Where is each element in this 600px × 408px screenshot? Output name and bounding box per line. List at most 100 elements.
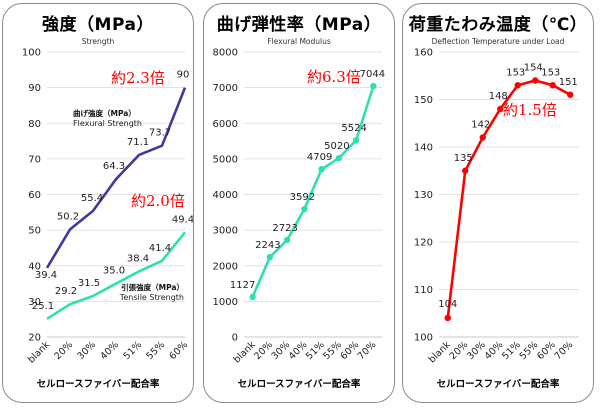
data-point [370,82,377,90]
improvement-annotation: 約2.0倍 [131,192,185,210]
x-tick-label: 30% [270,339,293,362]
y-axis: 20 30 40 50 60 70 80 90 100 [22,48,185,344]
x-axis-title: セルロースファイバー配合率 [237,379,361,390]
flexural-modulus-chart-panel: 曲げ弾性率（MPa） Flexural Modulus 0 1000 2000 300… [203,3,395,403]
y-tick-label: 90 [28,83,41,94]
y-tick-label: 110 [414,285,433,296]
legend-label-ja: 引張強度（MPa） [121,282,184,292]
x-tick-label: 20% [252,339,275,362]
data-label: 148 [489,91,508,102]
data-label: 38.4 [127,253,149,264]
data-label: 39.4 [35,270,57,281]
x-tick-label: 70% [553,339,576,362]
strength-chart-panel: 強度（MPa） Strength 20 30 40 50 60 70 80 90 100 blan… [2,3,194,403]
data-label: 55.4 [81,193,103,204]
data-label: 90 [177,70,190,81]
x-tick-label: 40% [483,339,506,362]
data-label: 135 [454,153,473,164]
y-tick-label: 40 [28,261,41,272]
data-point [514,82,521,89]
y-tick-label: 5000 [213,154,238,165]
y-tick-label: 160 [414,48,433,59]
series-line [45,87,187,269]
y-tick-label: 50 [28,226,41,237]
y-tick-label: 30 [28,297,41,308]
data-point [462,167,469,174]
data-label: 35.0 [103,266,125,277]
y-tick-label: 100 [414,333,433,344]
data-label: 50.2 [57,211,79,222]
data-label: 31.5 [78,278,100,289]
data-point [479,134,486,141]
data-point [567,91,574,98]
legend-label-en: Flexural Strength [73,119,142,128]
data-label: 71.1 [127,137,149,148]
data-point [249,293,256,301]
data-label: 7044 [360,69,385,80]
chart-title: 曲げ弾性率（MPa） [216,15,382,35]
data-point [318,166,325,173]
x-tick-label: 51% [121,339,144,362]
series-0: 39.4 50.255.4 64.3 71.173.7 90 [35,70,190,281]
y-tick-label: 7000 [213,83,238,94]
y-axis: 100 110 120 130 140 150 160 [414,48,579,344]
x-tick-label: 51% [304,339,327,362]
data-point [335,154,343,162]
deflection-temperature-chart-panel: 荷重たわみ温度（℃） Deflection Temperature under … [402,3,594,403]
data-label: 2243 [255,240,280,251]
legend-label-ja: 曲げ強度（MPa） [73,108,136,118]
data-point [283,236,291,244]
x-tick-label: 55% [321,339,344,362]
data-label: 64.3 [103,161,125,172]
y-tick-label: 100 [22,48,41,59]
y-tick-label: 20 [28,333,41,344]
y-tick-label: 70 [28,154,41,165]
x-tick-label: 55% [144,339,167,362]
chart-title: 強度（MPa） [42,15,154,35]
data-label: 154 [524,63,543,74]
series-line [251,85,375,298]
data-label: 5524 [341,123,366,134]
data-point [497,105,504,113]
y-tick-label: 4000 [213,190,238,201]
series-name-label: 曲げ強度（MPa）Flexural Strength [73,108,142,128]
x-tick-label: 20% [52,339,75,362]
x-tick-label: 60% [535,339,558,362]
data-point [301,205,308,213]
chart-subtitle: Flexural Modulus [267,37,331,46]
improvement-annotation: 約1.5倍 [503,101,557,119]
y-tick-label: 2000 [213,261,238,272]
data-label: 2723 [272,223,297,234]
y-tick-label: 60 [28,190,41,201]
x-tick-label: 55% [518,339,541,362]
data-point [532,77,539,84]
x-tick-label: 40% [98,339,121,362]
data-point [444,314,451,322]
x-axis-title: セルロースファイバー配合率 [36,379,160,390]
legend-label-en: Tensile Strength [119,293,184,302]
data-label: 153 [506,67,525,78]
data-label: 49.4 [172,214,194,225]
y-tick-label: 6000 [213,119,238,130]
x-tick-label: 60% [339,339,362,362]
chart-subtitle: Strength [81,37,115,46]
data-label: 25.1 [32,301,54,312]
x-tick-label: 51% [500,339,523,362]
chart-subtitle: Deflection Temperature under Load [431,37,565,46]
deflection-temperature-line-chart: 100110120130140150160blank20%30%40%51%55… [414,48,579,366]
y-tick-label: 8000 [213,48,238,59]
data-point [352,137,360,144]
x-tick-label: 30% [75,339,98,362]
data-label: 41.4 [149,243,171,254]
data-label: 29.2 [55,286,77,297]
x-tick-label: 70% [356,339,379,362]
y-tick-label: 0 [232,333,238,344]
data-label: 3592 [290,192,315,203]
y-tick-label: 120 [414,238,433,249]
y-tick-label: 1000 [213,297,238,308]
data-label: 104 [438,299,457,310]
data-label: 5020 [324,141,349,152]
